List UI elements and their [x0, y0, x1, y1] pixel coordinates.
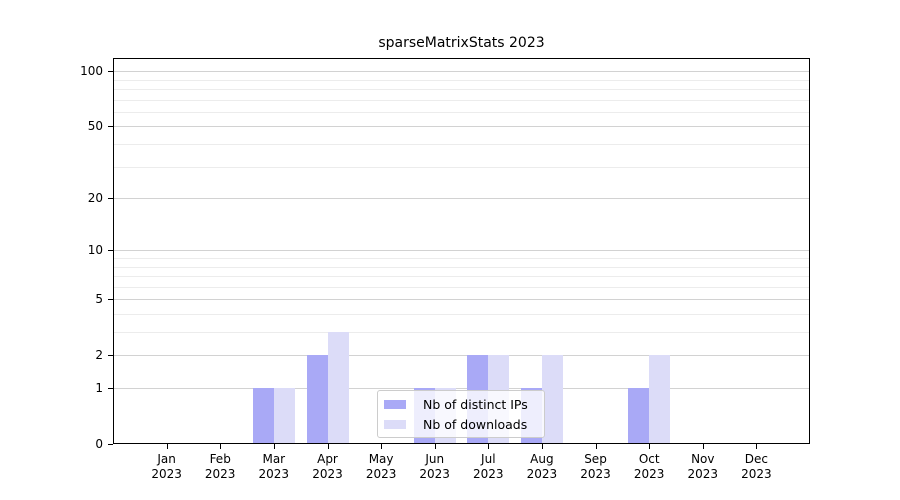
y-tick-mark	[108, 198, 113, 200]
minor-gridline	[113, 258, 810, 259]
minor-gridline	[113, 332, 810, 333]
chart-title: sparseMatrixStats 2023	[378, 35, 545, 51]
x-tick-label: Sep 2023	[580, 452, 611, 481]
minor-gridline	[113, 112, 810, 113]
x-tick-label: Dec 2023	[741, 452, 772, 481]
bar-distinct-ips-mar	[252, 388, 274, 444]
minor-gridline	[113, 276, 810, 277]
bar-downloads-aug	[541, 355, 563, 444]
major-gridline	[113, 71, 810, 73]
legend-row-downloads: Nb of downloads	[384, 417, 538, 432]
x-tick-mark	[434, 444, 436, 449]
major-gridline	[113, 299, 810, 301]
legend-label-distinct-ips: Nb of distinct IPs	[423, 396, 528, 412]
major-gridline	[113, 198, 810, 200]
minor-gridline	[113, 166, 810, 168]
x-tick-label: Apr 2023	[312, 452, 343, 481]
minor-gridline	[113, 89, 810, 91]
x-tick-mark	[541, 444, 543, 449]
x-tick-label: Jun 2023	[419, 452, 450, 481]
x-tick-mark	[702, 444, 704, 449]
y-tick-label: 20	[87, 191, 103, 206]
y-tick-mark	[108, 126, 113, 128]
x-tick-mark	[273, 444, 275, 449]
x-tick-mark	[327, 444, 329, 449]
major-gridline	[113, 388, 810, 389]
minor-gridline	[113, 314, 810, 315]
y-tick-mark	[108, 299, 113, 301]
x-tick-label: Jul 2023	[473, 452, 504, 481]
major-gridline	[113, 355, 810, 357]
x-tick-mark	[220, 444, 222, 449]
x-tick-mark	[166, 444, 168, 449]
x-tick-mark	[381, 444, 383, 449]
bar-distinct-ips-apr	[306, 355, 328, 444]
bar-downloads-oct	[649, 355, 671, 444]
minor-gridline	[113, 79, 810, 81]
y-tick-label: 5	[95, 292, 103, 307]
legend-row-distinct-ips: Nb of distinct IPs	[384, 397, 538, 412]
y-tick-label: 10	[87, 243, 103, 258]
x-tick-mark	[488, 444, 490, 449]
x-tick-label: Nov 2023	[687, 452, 719, 481]
x-tick-label: May 2023	[365, 452, 397, 481]
major-gridline	[113, 250, 810, 252]
y-tick-mark	[108, 355, 113, 357]
major-gridline	[113, 126, 810, 128]
x-tick-mark	[595, 444, 597, 449]
x-tick-label: Oct 2023	[633, 452, 665, 481]
y-tick-mark	[108, 250, 113, 252]
legend: Nb of distinct IPs Nb of downloads	[377, 390, 545, 438]
x-tick-label: Feb 2023	[204, 452, 236, 481]
plot-area: Nb of distinct IPs Nb of downloads	[113, 58, 810, 444]
y-tick-label: 0	[95, 437, 103, 451]
bar-downloads-apr	[327, 332, 349, 444]
y-tick-mark	[108, 388, 113, 389]
minor-gridline	[113, 99, 810, 101]
y-tick-mark	[108, 71, 113, 73]
legend-label-downloads: Nb of downloads	[423, 416, 528, 432]
legend-swatch-distinct-ips	[384, 399, 406, 409]
minor-gridline	[113, 144, 810, 146]
x-tick-mark	[756, 444, 758, 449]
x-tick-label: Mar 2023	[258, 452, 290, 481]
bar-downloads-mar	[273, 388, 295, 444]
y-tick-label: 2	[95, 348, 103, 363]
y-tick-label: 100	[80, 64, 103, 79]
minor-gridline	[113, 286, 810, 288]
legend-swatch-downloads	[384, 419, 406, 429]
x-tick-label: Aug 2023	[526, 452, 558, 481]
x-tick-label: Jan 2023	[151, 452, 182, 481]
y-tick-label: 50	[87, 119, 103, 134]
x-tick-mark	[649, 444, 651, 449]
minor-gridline	[113, 266, 810, 268]
bar-distinct-ips-oct	[628, 388, 650, 444]
y-tick-mark	[108, 444, 113, 445]
y-tick-label: 1	[95, 381, 103, 395]
